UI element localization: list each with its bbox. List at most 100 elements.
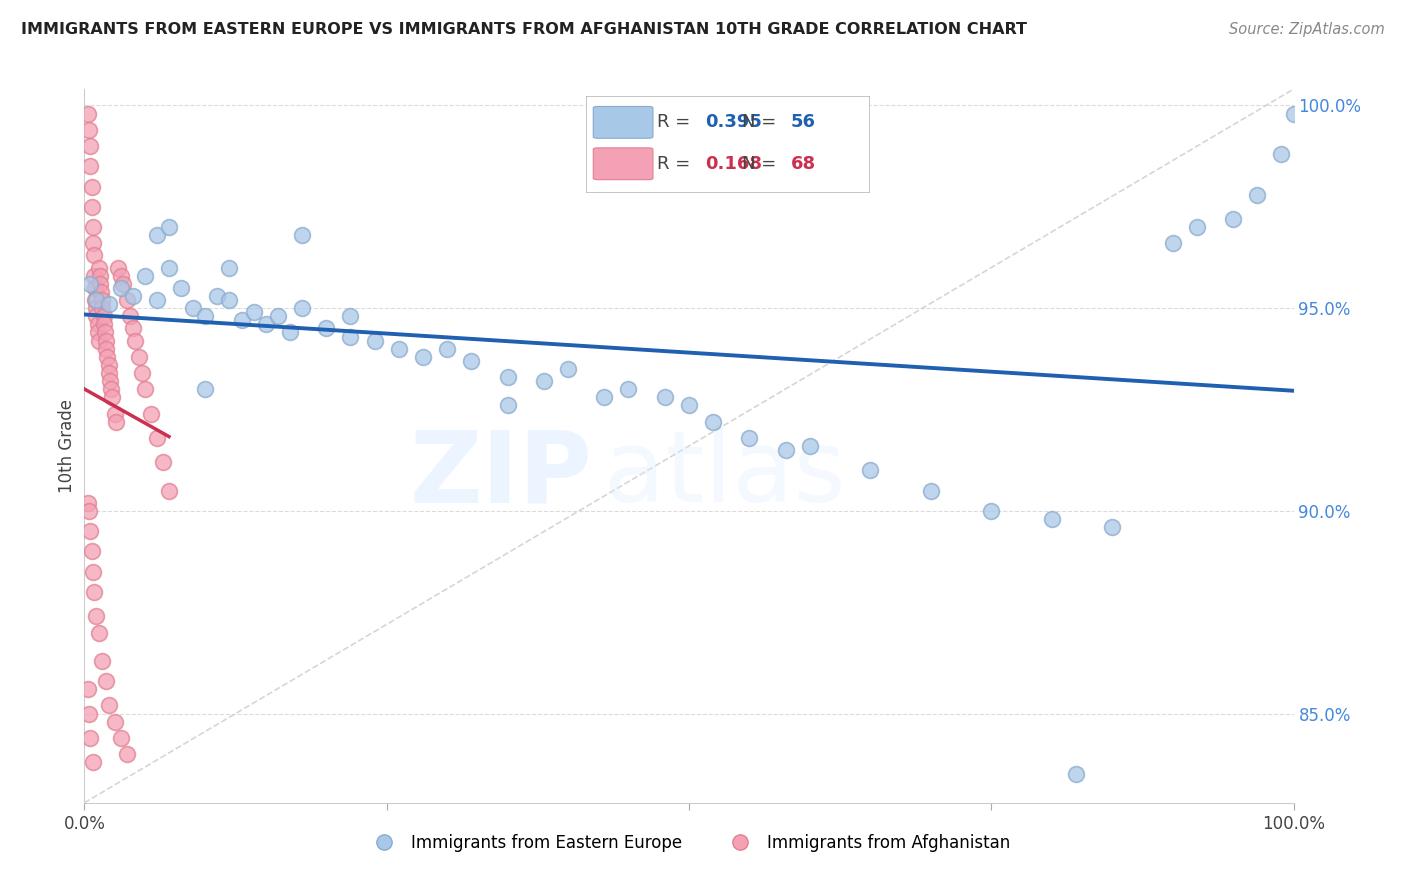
Point: [799, 439, 821, 453]
Point: [77, 706, 100, 721]
Point: [131, 366, 153, 380]
Legend: Immigrants from Eastern Europe, Immigrants from Afghanistan: Immigrants from Eastern Europe, Immigran…: [361, 828, 1017, 859]
Point: [96, 350, 118, 364]
Point: [97, 358, 120, 372]
Point: [207, 289, 229, 303]
Point: [101, 390, 124, 404]
Point: [84, 293, 107, 307]
Point: [702, 415, 724, 429]
Point: [267, 310, 290, 324]
Point: [1246, 187, 1268, 202]
Point: [291, 228, 314, 243]
Text: atlas: atlas: [605, 426, 846, 523]
Point: [139, 407, 162, 421]
Point: [1222, 211, 1244, 226]
Point: [87, 260, 110, 275]
Point: [157, 220, 180, 235]
Point: [79, 731, 101, 745]
Point: [231, 313, 253, 327]
Point: [83, 248, 105, 262]
Point: [79, 139, 101, 153]
Point: [412, 350, 434, 364]
Point: [194, 382, 217, 396]
Point: [86, 293, 108, 307]
Point: [107, 260, 129, 275]
Point: [654, 390, 676, 404]
Point: [388, 342, 411, 356]
Text: Source: ZipAtlas.com: Source: ZipAtlas.com: [1229, 22, 1385, 37]
Point: [91, 301, 114, 315]
Point: [82, 236, 104, 251]
Point: [363, 334, 385, 348]
Point: [94, 674, 117, 689]
Point: [93, 310, 115, 324]
Point: [110, 268, 132, 283]
Point: [496, 370, 519, 384]
Point: [80, 179, 103, 194]
Point: [98, 374, 121, 388]
Point: [460, 354, 482, 368]
Point: [738, 431, 761, 445]
Point: [128, 350, 150, 364]
Point: [146, 228, 169, 243]
Point: [93, 318, 115, 332]
Point: [110, 731, 132, 745]
Point: [104, 407, 127, 421]
Point: [97, 366, 120, 380]
Point: [87, 334, 110, 348]
Point: [82, 220, 104, 235]
Text: IMMIGRANTS FROM EASTERN EUROPE VS IMMIGRANTS FROM AFGHANISTAN 10TH GRADE CORRELA: IMMIGRANTS FROM EASTERN EUROPE VS IMMIGR…: [21, 22, 1028, 37]
Point: [339, 310, 361, 324]
Point: [1101, 520, 1123, 534]
Point: [86, 318, 108, 332]
Point: [77, 504, 100, 518]
Point: [97, 297, 120, 311]
Point: [339, 329, 361, 343]
Point: [115, 747, 138, 761]
Point: [218, 293, 240, 307]
Point: [859, 463, 882, 477]
Point: [678, 399, 700, 413]
Point: [77, 122, 100, 136]
Point: [79, 159, 101, 173]
Point: [83, 585, 105, 599]
Point: [86, 301, 108, 315]
Point: [593, 390, 616, 404]
Point: [100, 382, 122, 396]
Point: [436, 342, 458, 356]
Point: [77, 106, 100, 120]
Point: [112, 277, 135, 291]
Text: ZIP: ZIP: [409, 426, 592, 523]
Point: [181, 301, 204, 315]
Point: [115, 293, 138, 307]
Point: [94, 342, 117, 356]
Point: [1161, 236, 1184, 251]
Point: [86, 310, 108, 324]
Point: [315, 321, 337, 335]
Point: [79, 524, 101, 538]
Point: [146, 293, 169, 307]
Point: [278, 326, 301, 340]
Point: [104, 714, 127, 729]
Point: [87, 625, 110, 640]
Point: [1040, 512, 1063, 526]
Point: [89, 268, 111, 283]
Point: [1270, 147, 1292, 161]
Point: [120, 310, 142, 324]
Point: [533, 374, 555, 388]
Point: [91, 654, 114, 668]
Point: [254, 318, 277, 332]
Point: [80, 200, 103, 214]
Point: [110, 281, 132, 295]
Point: [496, 399, 519, 413]
Point: [775, 443, 797, 458]
Point: [84, 281, 107, 295]
Point: [77, 682, 100, 697]
Point: [291, 301, 314, 315]
Point: [1185, 220, 1208, 235]
Y-axis label: 10th Grade: 10th Grade: [58, 399, 76, 493]
Point: [1064, 767, 1087, 781]
Point: [82, 565, 104, 579]
Point: [121, 289, 143, 303]
Point: [104, 415, 127, 429]
